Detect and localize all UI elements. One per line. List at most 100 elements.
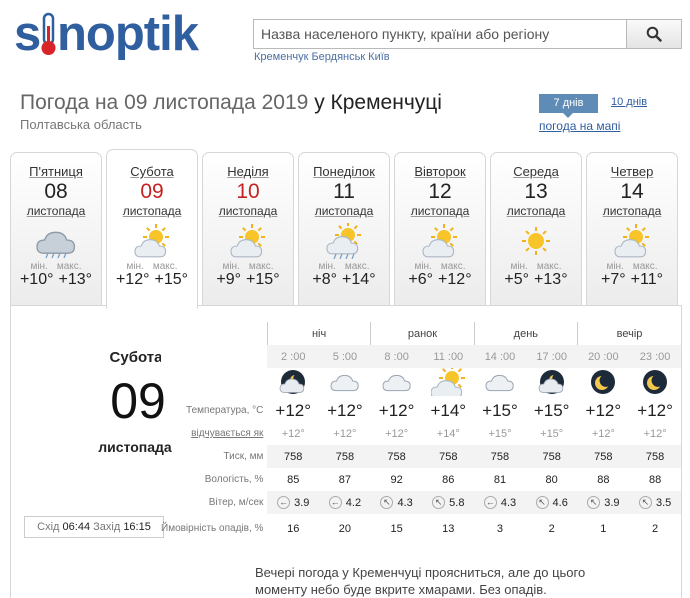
feels-value: +15° <box>488 427 512 440</box>
quick-link-kremenchuk[interactable]: Кременчук <box>254 51 309 63</box>
moon-cloud-icon <box>526 368 578 399</box>
feels-like-link[interactable]: відчувається як <box>191 428 264 439</box>
day-tab-name[interactable]: Неділя <box>227 164 269 179</box>
day-tab-month[interactable]: листопада <box>314 204 374 218</box>
max-temp: +15° <box>246 271 280 288</box>
min-label: мін. <box>510 261 528 272</box>
sun-icon <box>491 223 581 259</box>
min-temp: +7° <box>601 271 626 288</box>
hour-label: 5 :00 <box>319 345 371 368</box>
quick-link-berdiansk[interactable]: Бердянськ <box>311 51 366 63</box>
feels-value: +12° <box>643 427 667 440</box>
min-temp: +10° <box>19 271 54 288</box>
title-date: Погода на 09 листопада 2019 <box>20 91 309 114</box>
wind-value: 3.9 <box>294 496 310 509</box>
day-tab-number: 13 <box>524 180 548 203</box>
day-tab-0[interactable]: П'ятниця 08 листопада мін. макс. +10° +13° <box>10 152 102 306</box>
wind-cell: ← 4.2 <box>319 491 371 514</box>
temp-value: +15° <box>482 400 518 420</box>
moon-icon <box>629 368 681 399</box>
temp-value: +12° <box>585 400 622 420</box>
min-label: мін. <box>606 261 624 272</box>
quick-link-kyiv[interactable]: Київ <box>368 51 390 63</box>
day-tab-name[interactable]: Понеділок <box>313 164 375 179</box>
hour-label: 23 :00 <box>629 345 681 368</box>
min-label: мін. <box>126 261 144 272</box>
humidity-value: 85 <box>287 473 300 486</box>
feels-value: +12° <box>333 427 357 440</box>
search-bar <box>253 19 682 49</box>
temp-value: +14° <box>430 400 467 420</box>
sunset-label: Захід <box>93 521 121 533</box>
wind-value: 4.3 <box>397 496 413 509</box>
min-temp: +12° <box>115 271 150 288</box>
weather-map-link[interactable]: погода на мапі <box>539 119 621 133</box>
day-tab-month[interactable]: листопада <box>506 204 566 218</box>
pressure-value: 758 <box>422 445 475 468</box>
search-icon <box>646 26 662 42</box>
day-tab-6[interactable]: Четвер 14 листопада мін. макс. +7° +11° <box>586 152 678 306</box>
day-tab-4[interactable]: Вівторок 12 листопада мін. макс. +6° +12° <box>394 152 486 306</box>
wind-cell: ↖ 4.3 <box>370 491 423 514</box>
day-tab-name[interactable]: Субота <box>130 164 174 179</box>
period-3: вечір <box>577 322 681 345</box>
precip-value: 3 <box>496 523 504 535</box>
day-tab-name[interactable]: Четвер <box>610 164 654 179</box>
day-tab-month[interactable]: листопада <box>410 204 470 218</box>
pressure-value: 758 <box>267 445 320 468</box>
region-label: Полтавська область <box>20 117 142 132</box>
wind-cell: ↖ 3.5 <box>629 491 681 514</box>
precip-label: Ймовірність опадів, % <box>161 523 264 534</box>
day-tab-5[interactable]: Середа 13 листопада мін. макс. +5° +13° <box>490 152 582 306</box>
day-tab-name[interactable]: Середа <box>513 164 559 179</box>
wind-cell: ↖ 5.8 <box>422 491 475 514</box>
max-label: макс. <box>56 261 82 272</box>
moon-cloud-icon <box>267 368 319 399</box>
pressure-value: 758 <box>474 445 526 468</box>
hour-label: 17 :00 <box>525 345 578 368</box>
svg-text:s: s <box>14 7 40 61</box>
min-temp: +8° <box>312 271 338 288</box>
day-tab-month[interactable]: листопада <box>26 204 86 218</box>
day-tab-name[interactable]: П'ятниця <box>29 164 83 179</box>
day-tab-number: 09 <box>140 180 164 203</box>
max-temp: +13° <box>58 271 93 288</box>
precip-value: 15 <box>390 523 403 535</box>
humidity-value: 87 <box>338 473 352 486</box>
search-button[interactable] <box>626 19 682 49</box>
max-label: макс. <box>248 261 274 272</box>
day-tab-number: 12 <box>428 180 452 203</box>
min-label: мін. <box>318 261 336 272</box>
search-input[interactable] <box>253 19 626 49</box>
sinoptik-logo[interactable]: s noptik <box>14 6 239 64</box>
wind-direction-icon: ← <box>483 496 497 509</box>
day-tab-number: 10 <box>236 180 260 203</box>
day-tab-1[interactable]: Субота 09 листопада мін. макс. +12° +15° <box>106 149 198 309</box>
wind-value: 3.9 <box>604 496 620 509</box>
period-1: ранок <box>370 322 475 345</box>
day-tab-month[interactable]: листопада <box>602 204 662 218</box>
precip-value: 20 <box>338 523 352 535</box>
hour-label: 14 :00 <box>474 345 526 368</box>
wind-direction-icon: ← <box>277 496 291 509</box>
period-2: день <box>473 322 578 345</box>
wind-cell: ← 3.9 <box>267 491 320 514</box>
humidity-value: 81 <box>493 473 507 486</box>
tab-10-days[interactable]: 10 днів <box>611 96 648 108</box>
weather-description: Вечері погода у Кременчуці проясниться, … <box>255 565 586 597</box>
hour-label: 2 :00 <box>267 345 320 368</box>
sunrise-label: Схід <box>37 521 60 533</box>
day-tab-2[interactable]: Неділя 10 листопада мін. макс. +9° +15° <box>202 152 294 306</box>
feels-value: +12° <box>281 427 305 440</box>
sunrise-time: 06:44 <box>62 521 91 533</box>
wind-label: Вітер, м/сек <box>208 497 264 508</box>
day-tab-3[interactable]: Понеділок 11 листопада мін. макс. +8° +14° <box>298 152 390 306</box>
day-tab-name[interactable]: Вівторок <box>414 164 466 179</box>
tab-7-days[interactable]: 7 днів <box>539 94 598 118</box>
feels-value: +15° <box>540 427 564 440</box>
pressure-value: 758 <box>577 445 630 468</box>
feels-value: +14° <box>436 427 460 440</box>
day-tab-month[interactable]: листопада <box>122 204 182 218</box>
day-tab-month[interactable]: листопада <box>218 204 278 218</box>
pressure-value: 758 <box>319 445 371 468</box>
